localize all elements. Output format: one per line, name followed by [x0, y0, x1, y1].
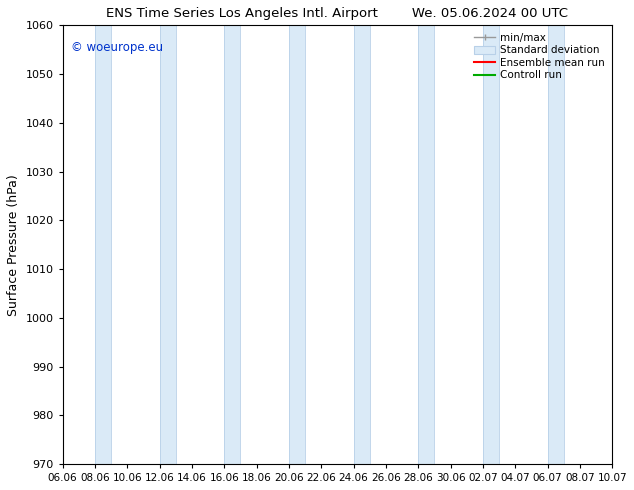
Bar: [160, 25, 176, 464]
Y-axis label: Surface Pressure (hPa): Surface Pressure (hPa): [7, 174, 20, 316]
Bar: [95, 25, 111, 464]
Bar: [354, 25, 370, 464]
Text: © woeurope.eu: © woeurope.eu: [71, 41, 163, 53]
Title: ENS Time Series Los Angeles Intl. Airport        We. 05.06.2024 00 UTC: ENS Time Series Los Angeles Intl. Airpor…: [107, 7, 569, 20]
Bar: [224, 25, 240, 464]
Bar: [483, 25, 499, 464]
Bar: [418, 25, 434, 464]
Bar: [289, 25, 305, 464]
Bar: [548, 25, 564, 464]
Legend: min/max, Standard deviation, Ensemble mean run, Controll run: min/max, Standard deviation, Ensemble me…: [472, 30, 607, 82]
